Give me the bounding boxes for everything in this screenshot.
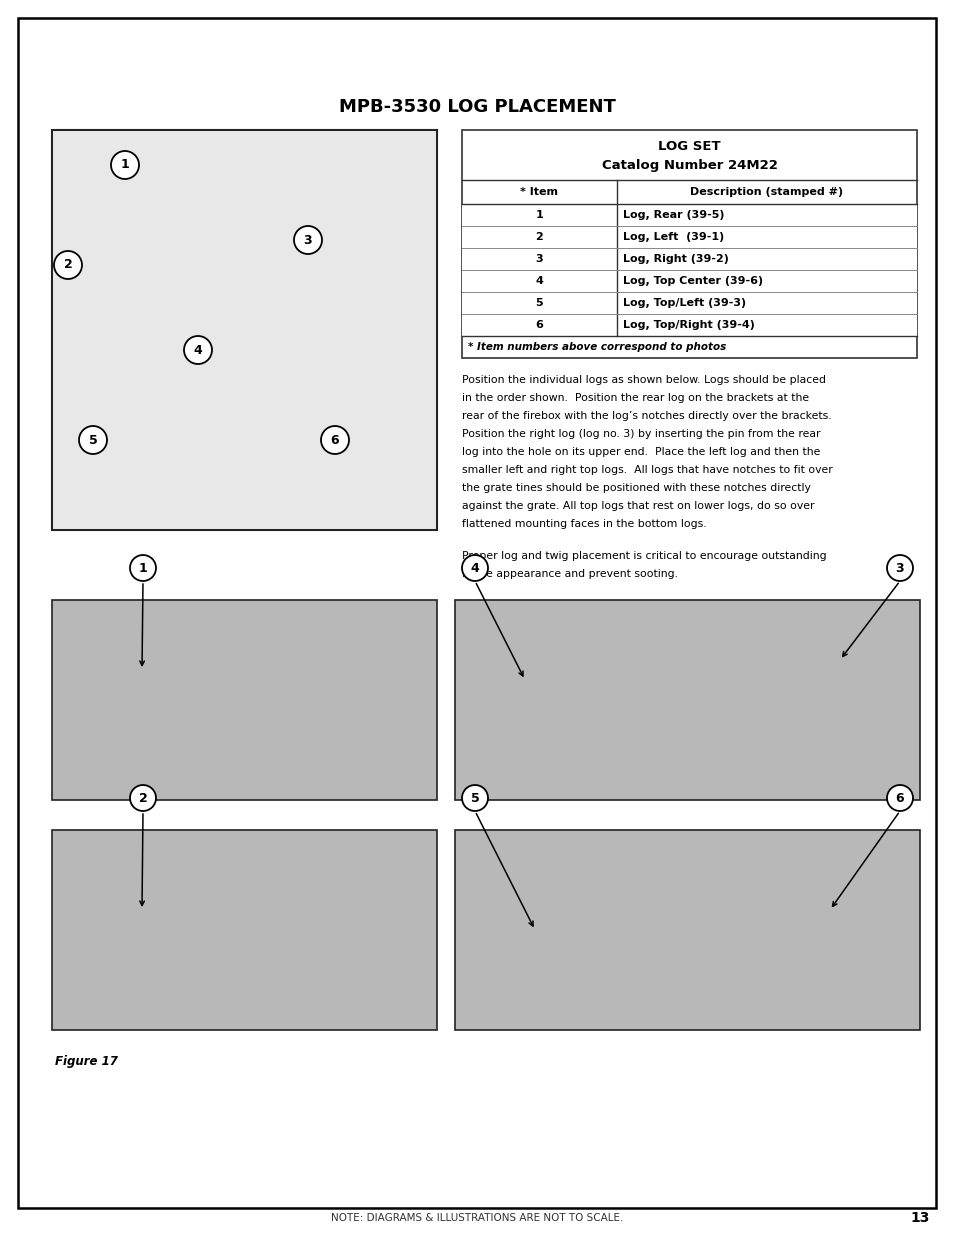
Text: 4: 4 [470,562,478,574]
Text: 4: 4 [193,343,202,357]
Bar [54,132,435,529]
Bar [461,130,916,358]
Text: Catalog Number 24M22: Catalog Number 24M22 [601,158,777,172]
Text: 4: 4 [535,275,543,287]
Text: 2: 2 [138,792,147,804]
Text: Log, Top Center (39-6): Log, Top Center (39-6) [622,275,762,287]
Text: Position the right log (log no. 3) by inserting the pin from the rear: Position the right log (log no. 3) by in… [461,429,820,438]
Bar [455,600,919,800]
Text: MPB-3530 LOG PLACEMENT: MPB-3530 LOG PLACEMENT [338,98,615,116]
Circle shape [320,426,349,454]
Bar [461,204,916,226]
Text: the grate tines should be positioned with these notches directly: the grate tines should be positioned wit… [461,483,810,493]
Text: 5: 5 [470,792,478,804]
Text: 1: 1 [535,210,543,220]
Text: 2: 2 [535,232,543,242]
Circle shape [130,555,156,580]
Text: 6: 6 [895,792,903,804]
Text: 2: 2 [64,258,72,272]
Text: Position the individual logs as shown below. Logs should be placed: Position the individual logs as shown be… [461,375,825,385]
Circle shape [79,426,107,454]
Circle shape [130,785,156,811]
Text: 1: 1 [138,562,147,574]
Text: 13: 13 [909,1212,929,1225]
Text: NOTE: DIAGRAMS & ILLUSTRATIONS ARE NOT TO SCALE.: NOTE: DIAGRAMS & ILLUSTRATIONS ARE NOT T… [331,1213,622,1223]
Circle shape [184,336,212,364]
Text: 3: 3 [895,562,903,574]
Circle shape [54,251,82,279]
Circle shape [111,151,139,179]
Text: * Item numbers above correspond to photos: * Item numbers above correspond to photo… [468,342,725,352]
Text: Proper log and twig placement is critical to encourage outstanding: Proper log and twig placement is critica… [461,551,825,561]
Text: rear of the firebox with the log’s notches directly over the brackets.: rear of the firebox with the log’s notch… [461,411,831,421]
Text: 3: 3 [303,233,312,247]
Text: in the order shown.  Position the rear log on the brackets at the: in the order shown. Position the rear lo… [461,393,808,403]
Text: Log, Left  (39-1): Log, Left (39-1) [622,232,723,242]
Text: log into the hole on its upper end.  Place the left log and then the: log into the hole on its upper end. Plac… [461,447,820,457]
Text: 6: 6 [535,320,543,330]
Text: smaller left and right top logs.  All logs that have notches to fit over: smaller left and right top logs. All log… [461,466,832,475]
Bar [52,830,436,1030]
Bar [52,130,436,530]
Text: flame appearance and prevent sooting.: flame appearance and prevent sooting. [461,569,678,579]
Bar [455,830,919,1030]
Text: Log, Top/Right (39-4): Log, Top/Right (39-4) [622,320,754,330]
Text: 5: 5 [536,298,543,308]
Bar [461,248,916,270]
Bar [461,226,916,248]
Text: Figure 17: Figure 17 [55,1055,118,1068]
Circle shape [886,555,912,580]
Circle shape [461,555,488,580]
Text: 6: 6 [331,433,339,447]
Circle shape [294,226,322,254]
Text: 3: 3 [536,254,543,264]
Bar [52,600,436,800]
Bar [461,314,916,336]
Bar [461,270,916,291]
Circle shape [886,785,912,811]
Text: Log, Rear (39-5): Log, Rear (39-5) [622,210,723,220]
Bar [461,291,916,314]
Text: Log, Right (39-2): Log, Right (39-2) [622,254,728,264]
Text: flattened mounting faces in the bottom logs.: flattened mounting faces in the bottom l… [461,519,706,529]
Text: 5: 5 [89,433,97,447]
Text: 1: 1 [120,158,130,172]
Circle shape [461,785,488,811]
Text: Description (stamped #): Description (stamped #) [690,186,842,198]
Text: LOG SET: LOG SET [658,140,720,152]
Text: against the grate. All top logs that rest on lower logs, do so over: against the grate. All top logs that res… [461,501,814,511]
Text: Log, Top/Left (39-3): Log, Top/Left (39-3) [622,298,745,308]
Text: * Item: * Item [520,186,558,198]
